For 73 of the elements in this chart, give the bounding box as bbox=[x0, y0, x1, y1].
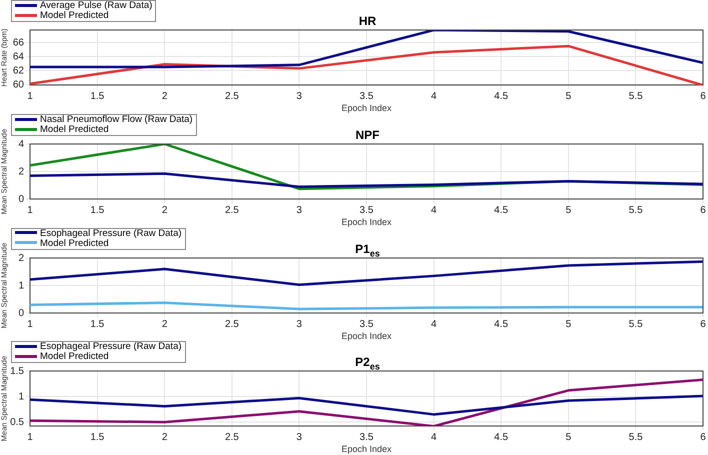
x-tick-label: 5.5 bbox=[628, 90, 644, 102]
legend-label: Model Predicted bbox=[40, 238, 109, 248]
y-tick-label: 1 bbox=[18, 392, 24, 403]
y-tick-label: 0 bbox=[18, 194, 24, 205]
chart-title: HR bbox=[358, 14, 376, 28]
x-tick-label: 3 bbox=[296, 432, 302, 444]
x-axis-title: Epoch Index bbox=[341, 216, 392, 227]
x-tick-label: 1 bbox=[27, 90, 34, 102]
x-tick-label: 3.5 bbox=[360, 90, 374, 102]
x-tick-label: 1 bbox=[27, 318, 34, 330]
x-tick-label: 5 bbox=[566, 318, 572, 330]
x-tick-label: 1.5 bbox=[90, 432, 105, 444]
y-tick-label: 2 bbox=[18, 166, 24, 178]
legend-label: Esophageal Pressure (Raw Data) bbox=[40, 228, 182, 238]
x-tick-label: 4 bbox=[431, 318, 438, 330]
x-tick-label: 5 bbox=[566, 432, 572, 444]
x-tick-label: 5 bbox=[566, 204, 572, 216]
x-axis-title: Epoch Index bbox=[341, 330, 392, 341]
y-tick-label: 4 bbox=[18, 138, 24, 150]
y-tick-label: 1 bbox=[18, 280, 24, 291]
x-tick-label: 1.5 bbox=[90, 318, 105, 330]
x-tick-label: 4.5 bbox=[494, 432, 508, 444]
x-tick-label: 2 bbox=[162, 318, 168, 330]
legend-label: Esophageal Pressure (Raw Data) bbox=[40, 341, 182, 352]
x-tick-label: 6 bbox=[700, 90, 706, 102]
x-tick-label: 2 bbox=[162, 90, 168, 102]
x-tick-label: 2.5 bbox=[224, 432, 240, 444]
x-tick-label: 4 bbox=[431, 90, 438, 102]
y-tick-label: 66 bbox=[12, 37, 24, 48]
x-tick-label: 3.5 bbox=[360, 204, 374, 216]
x-tick-label: 4.5 bbox=[494, 318, 508, 330]
x-tick-label: 4.5 bbox=[494, 90, 508, 102]
chart-title: NPF bbox=[356, 128, 380, 142]
x-tick-label: 2 bbox=[162, 204, 168, 216]
y-tick-label: 0.5 bbox=[10, 417, 24, 428]
y-tick-label: 62 bbox=[12, 65, 24, 76]
x-tick-label: 3.5 bbox=[360, 432, 374, 444]
x-tick-label: 6 bbox=[700, 204, 706, 216]
x-tick-label: 2.5 bbox=[224, 90, 240, 102]
x-tick-label: 5.5 bbox=[628, 204, 644, 216]
x-axis-title: Epoch Index bbox=[341, 103, 392, 114]
legend-label: Model Predicted bbox=[40, 10, 109, 21]
legend-label: Average Pulse (Raw Data) bbox=[40, 0, 152, 11]
y-tick-label: 64 bbox=[12, 51, 24, 62]
legend-label: Model Predicted bbox=[40, 351, 109, 362]
x-tick-label: 1 bbox=[27, 432, 34, 444]
x-tick-label: 4 bbox=[431, 204, 438, 216]
x-tick-label: 1 bbox=[27, 204, 34, 216]
x-tick-label: 4.5 bbox=[494, 204, 508, 216]
x-tick-label: 3 bbox=[296, 318, 302, 330]
x-tick-label: 6 bbox=[700, 318, 706, 330]
x-tick-label: 5.5 bbox=[628, 432, 644, 444]
x-tick-label: 6 bbox=[700, 432, 706, 444]
chart-title: P2$_{es}$ bbox=[355, 355, 380, 372]
x-tick-label: 3 bbox=[296, 90, 302, 102]
x-tick-label: 5.5 bbox=[628, 318, 644, 330]
y-tick-label: 1.5 bbox=[10, 366, 24, 377]
x-axis-title: Epoch Index bbox=[341, 444, 392, 454]
chart-title: P1$_{es}$ bbox=[355, 242, 380, 258]
legend-label: Nasal Pneumoflow Flow (Raw Data) bbox=[40, 114, 193, 125]
legend-label: Model Predicted bbox=[40, 124, 109, 135]
x-tick-label: 3.5 bbox=[360, 318, 374, 330]
y-tick-label: 2 bbox=[18, 252, 24, 264]
x-tick-label: 4 bbox=[431, 432, 438, 444]
x-tick-label: 2 bbox=[162, 432, 168, 444]
x-tick-label: 3 bbox=[296, 204, 302, 216]
y-tick-label: 60 bbox=[12, 79, 24, 90]
x-tick-label: 1.5 bbox=[90, 90, 105, 102]
x-tick-label: 1.5 bbox=[90, 204, 105, 216]
x-tick-label: 2.5 bbox=[224, 318, 240, 330]
x-tick-label: 2.5 bbox=[224, 204, 240, 216]
x-tick-label: 5 bbox=[566, 90, 572, 102]
y-tick-label: 0 bbox=[18, 307, 24, 318]
